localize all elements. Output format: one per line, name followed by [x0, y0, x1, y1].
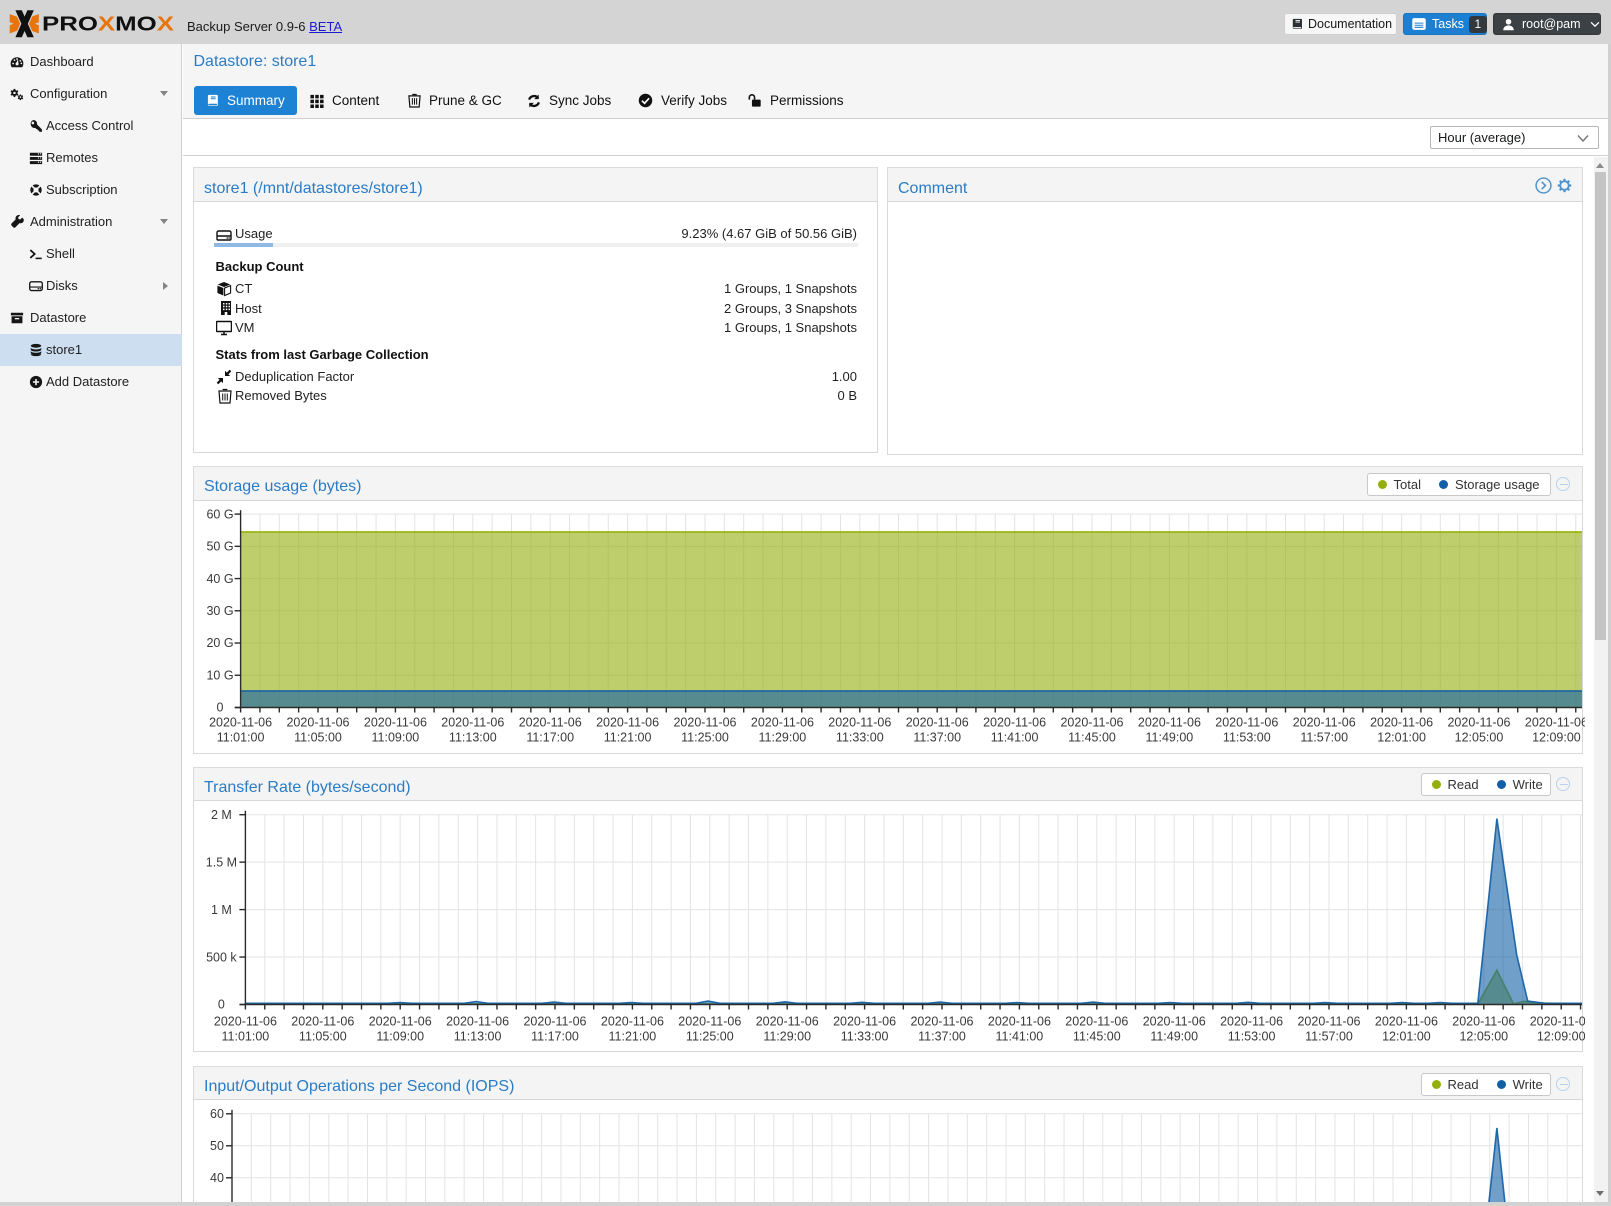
svg-text:500 k: 500 k [206, 950, 237, 964]
svg-text:2020-11-06: 2020-11-06 [1138, 716, 1201, 730]
svg-text:11:37:00: 11:37:00 [913, 731, 961, 745]
svg-text:12:01:00: 12:01:00 [1377, 731, 1426, 745]
svg-text:11:21:00: 11:21:00 [604, 731, 652, 745]
svg-text:50 G: 50 G [206, 540, 233, 554]
svg-text:2020-11-06: 2020-11-06 [446, 1015, 509, 1029]
svg-text:2020-11-06: 2020-11-06 [601, 1015, 664, 1029]
svg-text:2020-11-06: 2020-11-06 [364, 716, 427, 730]
svg-text:11:33:00: 11:33:00 [841, 1030, 889, 1044]
svg-text:2020-11-06: 2020-11-06 [369, 1015, 432, 1029]
svg-text:11:53:00: 11:53:00 [1223, 731, 1271, 745]
svg-text:2020-11-06: 2020-11-06 [756, 1015, 819, 1029]
svg-text:2020-11-06: 2020-11-06 [291, 1015, 354, 1029]
svg-text:2020-11-06: 2020-11-06 [1065, 1015, 1128, 1029]
svg-text:30 G: 30 G [206, 604, 233, 618]
svg-text:11:29:00: 11:29:00 [759, 731, 807, 745]
svg-text:2020-11-06: 2020-11-06 [1143, 1015, 1206, 1029]
svg-text:11:25:00: 11:25:00 [681, 731, 729, 745]
svg-text:1 M: 1 M [211, 903, 232, 917]
svg-text:11:53:00: 11:53:00 [1228, 1030, 1276, 1044]
svg-text:1.5 M: 1.5 M [206, 855, 237, 869]
svg-text:12:05:00: 12:05:00 [1455, 731, 1504, 745]
svg-text:2020-11-06: 2020-11-06 [988, 1015, 1051, 1029]
svg-text:11:41:00: 11:41:00 [991, 731, 1039, 745]
svg-text:2020-11-06: 2020-11-06 [1530, 1015, 1585, 1029]
svg-text:11:17:00: 11:17:00 [531, 1030, 579, 1044]
svg-text:2020-11-06: 2020-11-06 [1060, 716, 1123, 730]
svg-text:2020-11-06: 2020-11-06 [523, 1015, 586, 1029]
svg-text:11:45:00: 11:45:00 [1073, 1030, 1121, 1044]
svg-text:2020-11-06: 2020-11-06 [673, 716, 736, 730]
svg-text:2020-11-06: 2020-11-06 [1215, 716, 1278, 730]
svg-text:11:01:00: 11:01:00 [222, 1030, 270, 1044]
svg-text:20 G: 20 G [206, 636, 233, 650]
svg-text:0: 0 [217, 701, 224, 715]
svg-text:2020-11-06: 2020-11-06 [1447, 716, 1510, 730]
svg-text:60 G: 60 G [206, 507, 233, 521]
svg-text:2020-11-06: 2020-11-06 [1297, 1015, 1360, 1029]
svg-text:2020-11-06: 2020-11-06 [1525, 716, 1585, 730]
svg-text:11:05:00: 11:05:00 [294, 731, 342, 745]
svg-text:12:05:00: 12:05:00 [1459, 1030, 1508, 1044]
svg-text:11:49:00: 11:49:00 [1146, 731, 1194, 745]
svg-text:2020-11-06: 2020-11-06 [1370, 716, 1433, 730]
svg-text:2020-11-06: 2020-11-06 [906, 716, 969, 730]
svg-text:2020-11-06: 2020-11-06 [751, 716, 814, 730]
svg-text:PROXMOX: PROXMOX [42, 12, 174, 35]
svg-text:2020-11-06: 2020-11-06 [441, 716, 504, 730]
svg-text:11:05:00: 11:05:00 [299, 1030, 347, 1044]
svg-text:12:09:00: 12:09:00 [1532, 731, 1581, 745]
svg-text:11:33:00: 11:33:00 [836, 731, 884, 745]
svg-text:11:41:00: 11:41:00 [996, 1030, 1044, 1044]
svg-text:2 M: 2 M [211, 808, 232, 822]
svg-text:11:57:00: 11:57:00 [1305, 1030, 1353, 1044]
svg-text:11:09:00: 11:09:00 [376, 1030, 424, 1044]
svg-text:2020-11-06: 2020-11-06 [596, 716, 659, 730]
svg-text:11:13:00: 11:13:00 [449, 731, 497, 745]
svg-text:40: 40 [210, 1171, 224, 1185]
svg-text:0: 0 [218, 998, 225, 1012]
svg-text:11:45:00: 11:45:00 [1068, 731, 1116, 745]
svg-text:2020-11-06: 2020-11-06 [983, 716, 1046, 730]
svg-text:11:17:00: 11:17:00 [526, 731, 574, 745]
svg-text:11:25:00: 11:25:00 [686, 1030, 734, 1044]
svg-text:11:57:00: 11:57:00 [1300, 731, 1348, 745]
svg-text:2020-11-06: 2020-11-06 [678, 1015, 741, 1029]
svg-text:2020-11-06: 2020-11-06 [828, 716, 891, 730]
svg-text:2020-11-06: 2020-11-06 [286, 716, 349, 730]
svg-text:11:21:00: 11:21:00 [609, 1030, 657, 1044]
svg-text:11:37:00: 11:37:00 [918, 1030, 966, 1044]
svg-text:2020-11-06: 2020-11-06 [1293, 716, 1356, 730]
svg-text:2020-11-06: 2020-11-06 [910, 1015, 973, 1029]
svg-text:40 G: 40 G [206, 572, 233, 586]
svg-text:11:49:00: 11:49:00 [1150, 1030, 1198, 1044]
svg-text:11:29:00: 11:29:00 [763, 1030, 811, 1044]
svg-text:10 G: 10 G [206, 669, 233, 683]
svg-text:50: 50 [210, 1139, 224, 1153]
svg-text:2020-11-06: 2020-11-06 [214, 1015, 277, 1029]
svg-text:2020-11-06: 2020-11-06 [833, 1015, 896, 1029]
svg-text:12:01:00: 12:01:00 [1382, 1030, 1431, 1044]
svg-text:2020-11-06: 2020-11-06 [209, 716, 272, 730]
svg-text:11:09:00: 11:09:00 [372, 731, 420, 745]
svg-text:60: 60 [210, 1107, 224, 1121]
svg-text:11:13:00: 11:13:00 [454, 1030, 502, 1044]
svg-text:2020-11-06: 2020-11-06 [1452, 1015, 1515, 1029]
svg-text:2020-11-06: 2020-11-06 [1375, 1015, 1438, 1029]
svg-text:2020-11-06: 2020-11-06 [519, 716, 582, 730]
svg-text:11:01:00: 11:01:00 [217, 731, 265, 745]
svg-text:12:09:00: 12:09:00 [1537, 1030, 1585, 1044]
svg-text:2020-11-06: 2020-11-06 [1220, 1015, 1283, 1029]
